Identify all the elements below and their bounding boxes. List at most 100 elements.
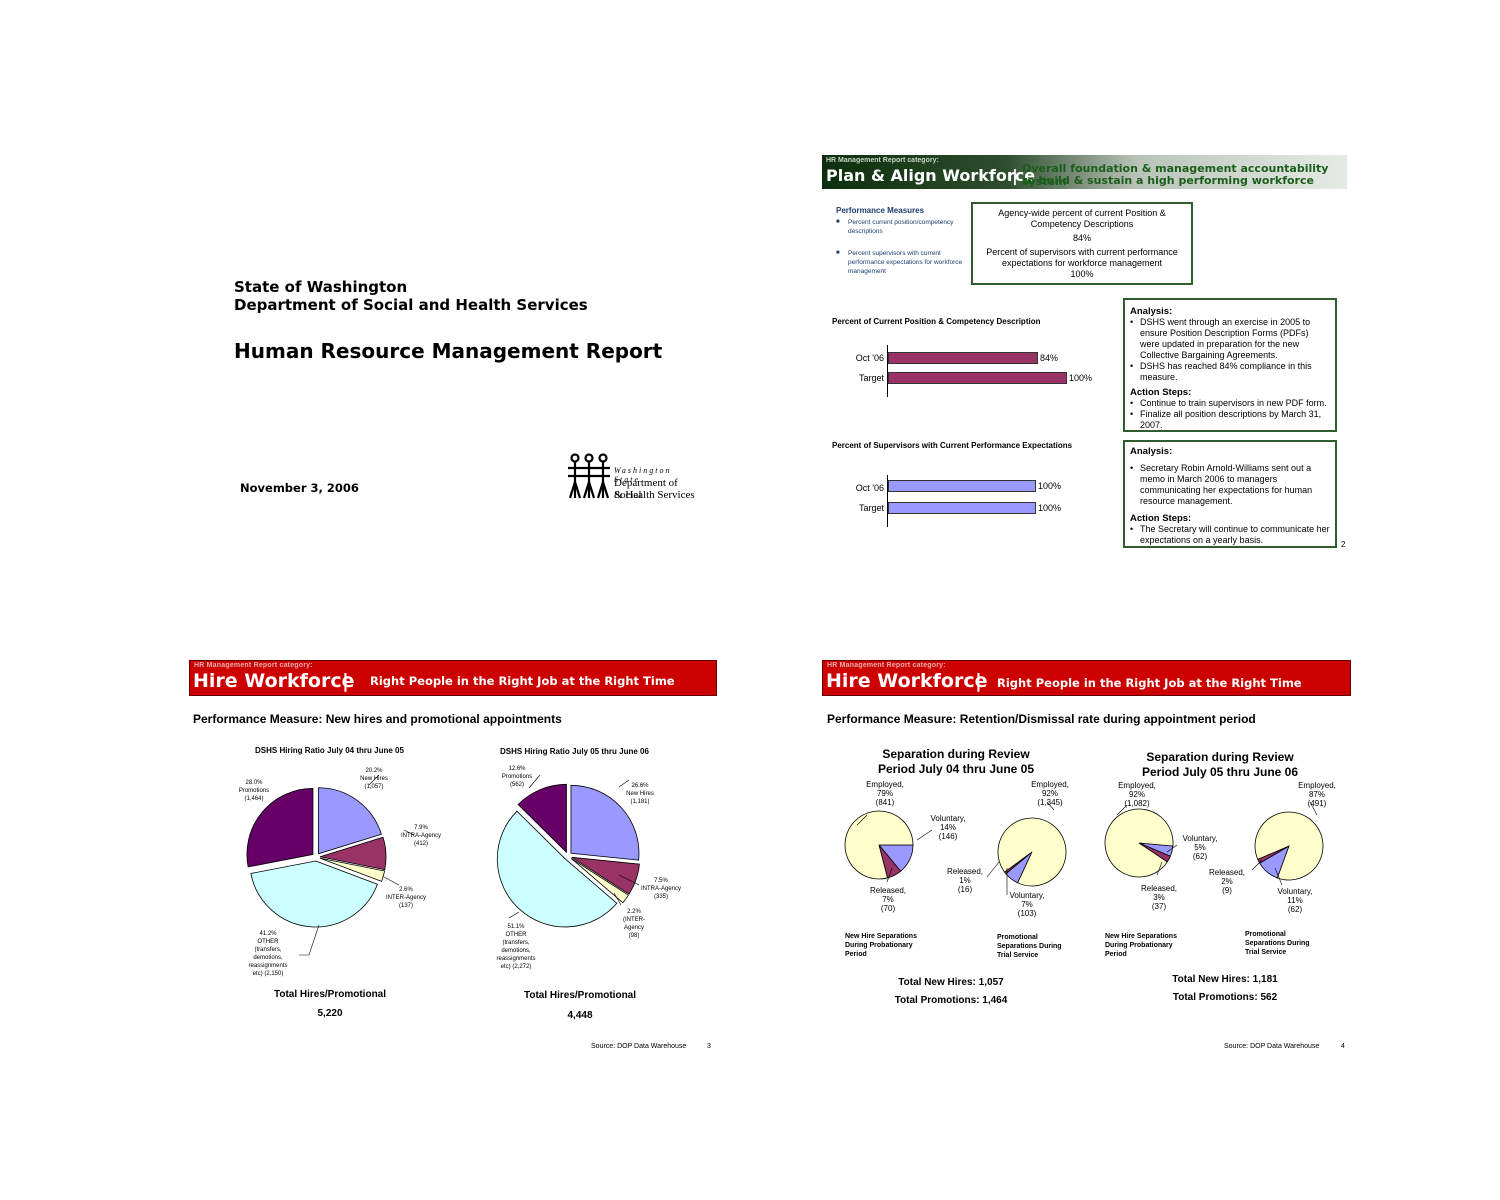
header-subtitle-2: to build & sustain a high performing wor…	[1022, 174, 1314, 187]
pie-slice-promotions	[517, 783, 567, 854]
label-line: (562)	[509, 782, 524, 788]
caption-line: Period	[845, 951, 867, 958]
pie2-label-intra: 7.5% INTRA-Agency (335)	[636, 877, 686, 901]
label-line: 7%	[882, 895, 894, 904]
summary-line-2: Competency Descriptions	[1030, 219, 1134, 229]
chart2-axis	[887, 475, 888, 527]
header-subtitle: Right People in the Right Job at the Rig…	[370, 674, 675, 688]
pie-leader-lines	[299, 774, 640, 956]
label-line: 20.2%	[365, 768, 383, 774]
label-line: (412)	[413, 841, 428, 847]
label-line: 5%	[1194, 843, 1206, 852]
performance-measure: Performance Measure: New hires and promo…	[193, 712, 562, 726]
caption-line: Promotional	[1245, 931, 1286, 938]
pie-slice-employed	[1104, 808, 1174, 878]
label-line: reassignments	[248, 963, 288, 969]
action-steps-title: Action Steps:	[1130, 513, 1192, 524]
g2-total-new-hires: Total New Hires: 1,181	[1172, 974, 1278, 985]
pie-leader-lines	[856, 801, 1318, 895]
total-label-2: Total Hires/Promotional	[523, 990, 637, 1001]
label-line: (1,181)	[630, 799, 650, 805]
label-line: Promotions	[501, 774, 533, 780]
label-line: (146)	[938, 832, 958, 841]
label-line: (1,057)	[364, 784, 384, 790]
pie2-label-inter: 2.2% (INTER- Agency (98)	[614, 908, 654, 940]
label-line: 79%	[876, 789, 893, 798]
measures-list: Percent current position/competency desc…	[836, 218, 971, 276]
caption-line: Separations During	[1245, 940, 1310, 947]
category-label: HR Management Report category:	[826, 157, 939, 164]
summary-line-1: Agency-wide percent of current Position …	[998, 208, 1166, 218]
measure-item: Percent supervisors with current perform…	[836, 249, 971, 276]
label-line: Employed,	[1298, 781, 1336, 790]
label-line: (70)	[880, 904, 896, 913]
pie2-label-other: 51.1% OTHER (transfers, demotions, reass…	[488, 923, 544, 971]
g1-new-employed: Employed, 79% (841)	[862, 780, 908, 807]
analysis-item: DSHS went through an exercise in 2005 to…	[1130, 317, 1330, 361]
pie-slice-inter-agency	[570, 858, 629, 904]
pie-slice-promotions	[246, 788, 314, 868]
label-line: Voluntary,	[1182, 834, 1218, 843]
label-line: New Hires	[360, 776, 388, 782]
slide2-header: HR Management Report category: Plan & Al…	[822, 155, 1347, 189]
label-line: (1,345)	[1037, 798, 1063, 807]
g2-new-employed: Employed, 92% (1,082)	[1112, 781, 1162, 808]
g2-new-voluntary: Voluntary, 5% (62)	[1177, 834, 1223, 861]
label-line: (16)	[957, 885, 973, 894]
logo-state: Washington State	[614, 466, 672, 484]
label-line: etc) (2,272)	[500, 964, 532, 970]
action-item: Finalize all position descriptions by Ma…	[1130, 409, 1330, 431]
g2-promo-employed: Employed, 87% (491)	[1292, 781, 1342, 808]
label-line: (62)	[1287, 905, 1303, 914]
pie-slice-new-hires	[570, 784, 640, 861]
caption-line: Trial Service	[997, 952, 1039, 959]
pie-slice-employed	[1254, 811, 1324, 881]
label-line: demotions,	[501, 948, 531, 954]
pie1-label-promotions: 28.0% Promotions (1,464)	[234, 779, 274, 803]
g1-promo-caption: Promotional Separations During Trial Ser…	[997, 933, 1062, 960]
header-subtitle: Right People in the Right Job at the Rig…	[997, 676, 1302, 690]
chart2-cat-1: Target	[858, 503, 884, 513]
pie-slice-intra-agency	[571, 856, 640, 895]
label-line: (62)	[1192, 852, 1208, 861]
caption-line: New Hire Separations	[1105, 933, 1177, 940]
total-value-1: 5,220	[317, 1008, 343, 1019]
separation-pies	[844, 801, 1324, 895]
analysis-title: Analysis:	[1130, 306, 1173, 317]
label-line: 7.9%	[414, 825, 428, 831]
label-line: Employed,	[866, 780, 904, 789]
pie1-label-intra: 7.9% INTRA-Agency (412)	[396, 824, 446, 848]
title-line: Period July 04 thru June 05	[877, 762, 1035, 776]
caption-line: New Hire Separations	[845, 933, 917, 940]
pie-g1-new	[844, 810, 914, 880]
label-line: Voluntary,	[1277, 887, 1313, 896]
label-line: (137)	[398, 903, 413, 909]
label-line: Agency	[623, 925, 644, 931]
label-line: Released,	[1208, 868, 1246, 877]
chart1: Oct '06 Target 84% 100%	[830, 340, 1100, 400]
g1-total-new-hires: Total New Hires: 1,057	[898, 977, 1004, 988]
g1-new-caption: New Hire Separations During Probationary…	[845, 932, 917, 959]
label-line: Promotions	[238, 788, 270, 794]
label-line: (1,082)	[1124, 799, 1150, 808]
label-line: reassignments	[496, 956, 536, 962]
header-separator: |	[342, 670, 349, 692]
summary-value-1: 84%	[1072, 233, 1091, 243]
category-label: HR Management Report category:	[827, 662, 946, 669]
g1-promo-released: Released, 1% (16)	[943, 867, 987, 894]
chart1-bar-1	[888, 372, 1067, 384]
chart1-cat-1: Target	[858, 373, 884, 383]
label-line: 87%	[1308, 790, 1325, 799]
caption-line: During Probationary	[845, 942, 913, 949]
caption-line: During Probationary	[1105, 942, 1173, 949]
hiring-pies	[246, 774, 640, 956]
label-line: (transfers,	[502, 940, 530, 946]
chart2-title: Percent of Supervisors with Current Perf…	[832, 441, 1073, 450]
label-line: 26.6%	[631, 783, 649, 789]
pie-slice-employed	[844, 810, 914, 880]
group1-title: Separation during Review Period July 04 …	[846, 747, 1066, 777]
category-name: Hire Workforce	[826, 670, 988, 692]
label-line: demotions,	[253, 955, 283, 961]
chart2-label-0: 100%	[1038, 481, 1062, 491]
action-item: Continue to train supervisors in new PDF…	[1130, 398, 1330, 409]
